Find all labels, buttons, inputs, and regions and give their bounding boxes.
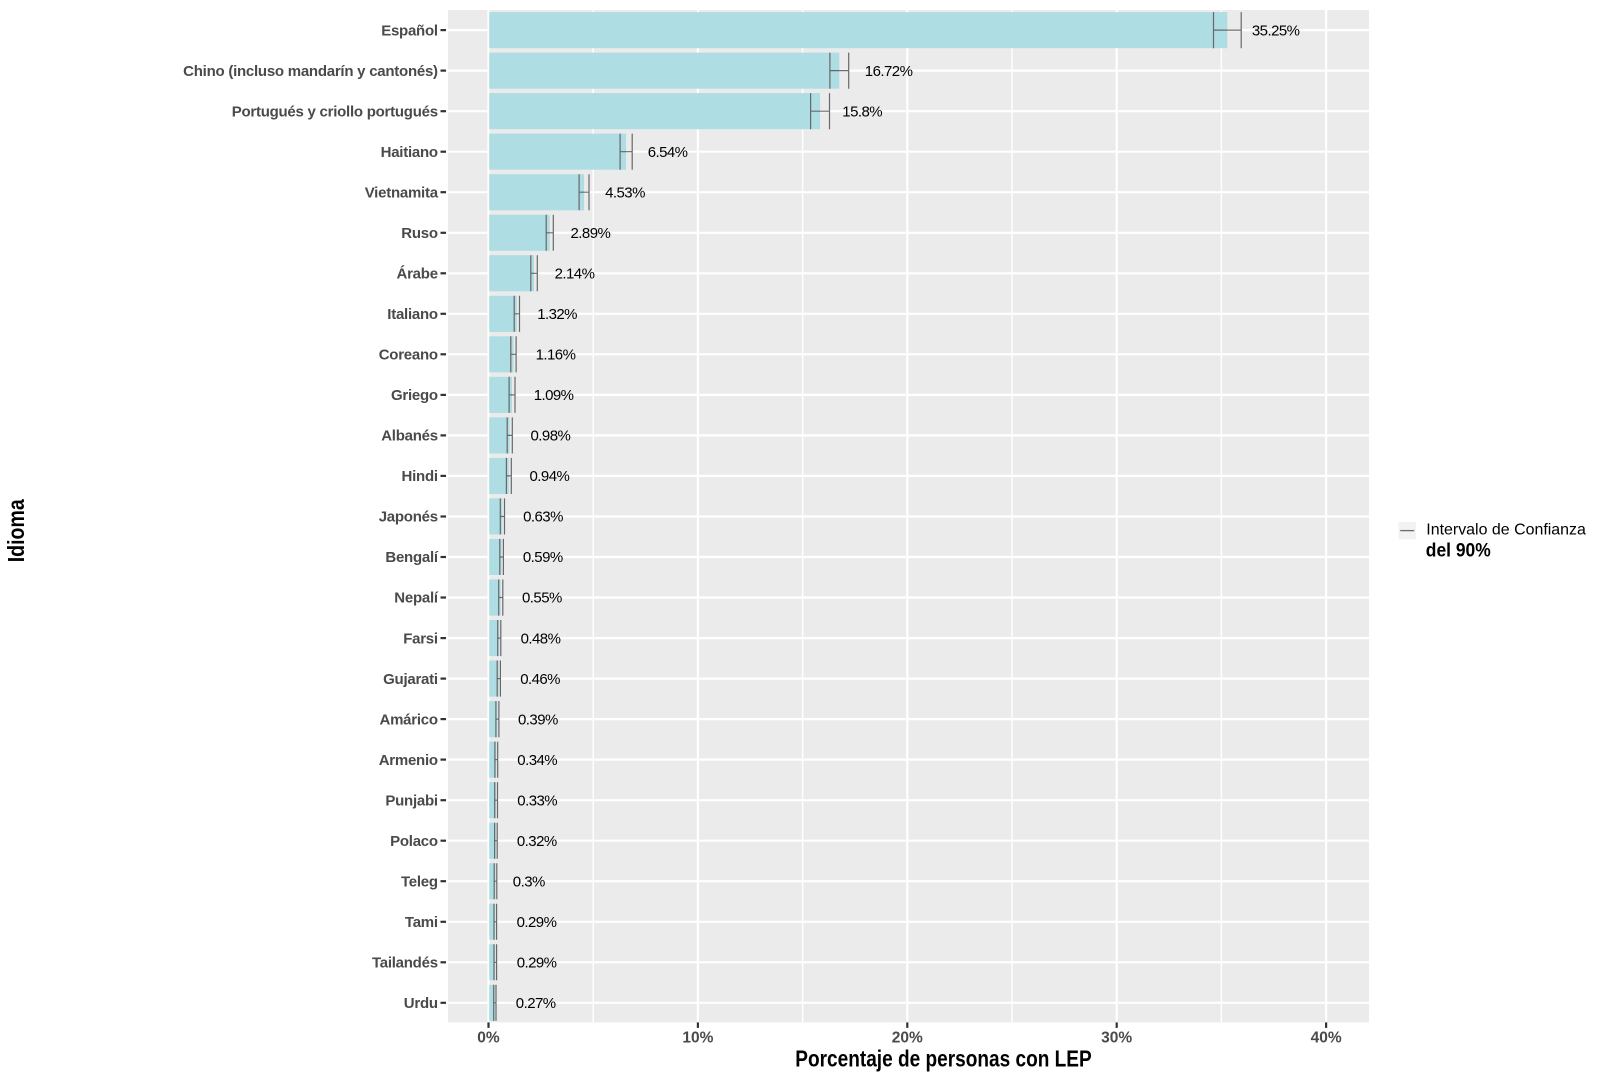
svg-text:40%: 40% bbox=[1311, 1029, 1342, 1046]
svg-text:0.59%: 0.59% bbox=[523, 549, 563, 566]
svg-text:Japonés: Japonés bbox=[379, 509, 438, 526]
svg-text:0.98%: 0.98% bbox=[531, 428, 571, 445]
svg-text:Griego: Griego bbox=[391, 387, 438, 404]
svg-text:Intervalo de Confianza: Intervalo de Confianza bbox=[1426, 521, 1586, 538]
svg-text:1.32%: 1.32% bbox=[537, 306, 577, 323]
svg-text:0.29%: 0.29% bbox=[517, 914, 557, 931]
svg-text:0.63%: 0.63% bbox=[523, 509, 563, 526]
svg-text:Punjabi: Punjabi bbox=[385, 792, 438, 809]
svg-text:10%: 10% bbox=[682, 1029, 713, 1046]
svg-text:Haitiano: Haitiano bbox=[381, 144, 438, 161]
svg-text:Idioma: Idioma bbox=[3, 499, 29, 563]
svg-text:2.89%: 2.89% bbox=[571, 225, 611, 242]
svg-text:0%: 0% bbox=[477, 1029, 500, 1046]
svg-text:0.32%: 0.32% bbox=[517, 833, 557, 850]
svg-text:Nepalí: Nepalí bbox=[394, 590, 439, 607]
svg-text:0.46%: 0.46% bbox=[520, 671, 560, 688]
svg-text:Farsi: Farsi bbox=[403, 630, 438, 647]
svg-text:Teleg: Teleg bbox=[401, 873, 438, 890]
svg-text:0.94%: 0.94% bbox=[530, 468, 570, 485]
svg-text:Italiano: Italiano bbox=[387, 306, 438, 323]
svg-text:30%: 30% bbox=[1101, 1029, 1132, 1046]
svg-text:4.53%: 4.53% bbox=[605, 184, 645, 201]
svg-text:Vietnamita: Vietnamita bbox=[365, 184, 439, 201]
svg-text:2.14%: 2.14% bbox=[555, 266, 595, 283]
svg-text:16.72%: 16.72% bbox=[865, 63, 913, 80]
svg-text:Coreano: Coreano bbox=[379, 347, 438, 364]
svg-text:0.39%: 0.39% bbox=[518, 711, 558, 728]
svg-text:Porcentaje de personas con LEP: Porcentaje de personas con LEP bbox=[795, 1045, 1091, 1071]
svg-text:Chino (incluso mandarín y cant: Chino (incluso mandarín y cantonés) bbox=[183, 63, 438, 80]
svg-text:0.27%: 0.27% bbox=[516, 995, 556, 1012]
svg-text:Español: Español bbox=[381, 22, 438, 39]
svg-text:0.29%: 0.29% bbox=[517, 955, 557, 972]
svg-text:Albanés: Albanés bbox=[381, 428, 438, 445]
svg-text:Amárico: Amárico bbox=[380, 711, 438, 728]
svg-text:0.55%: 0.55% bbox=[522, 590, 562, 607]
svg-text:0.3%: 0.3% bbox=[513, 873, 545, 890]
svg-text:35.25%: 35.25% bbox=[1252, 22, 1300, 39]
svg-text:Polaco: Polaco bbox=[390, 833, 438, 850]
svg-text:15.8%: 15.8% bbox=[842, 103, 882, 120]
svg-text:0.33%: 0.33% bbox=[517, 792, 557, 809]
svg-text:6.54%: 6.54% bbox=[648, 144, 688, 161]
svg-text:Árabe: Árabe bbox=[397, 266, 438, 283]
svg-text:0.34%: 0.34% bbox=[517, 752, 557, 769]
svg-text:0.48%: 0.48% bbox=[521, 630, 561, 647]
svg-text:Bengalí: Bengalí bbox=[385, 549, 439, 566]
svg-text:Portugués y criollo portugués: Portugués y criollo portugués bbox=[232, 103, 438, 120]
svg-text:Tami: Tami bbox=[405, 914, 438, 931]
svg-text:20%: 20% bbox=[892, 1029, 923, 1046]
svg-text:Urdu: Urdu bbox=[404, 995, 438, 1012]
svg-text:1.09%: 1.09% bbox=[534, 387, 574, 404]
svg-text:1.16%: 1.16% bbox=[536, 347, 576, 364]
svg-text:Gujarati: Gujarati bbox=[383, 671, 438, 688]
svg-text:Tailandés: Tailandés bbox=[372, 955, 438, 972]
svg-text:Hindi: Hindi bbox=[402, 468, 438, 485]
svg-text:del 90%: del 90% bbox=[1426, 541, 1491, 562]
svg-text:Armenio: Armenio bbox=[379, 752, 438, 769]
svg-text:Ruso: Ruso bbox=[401, 225, 438, 242]
